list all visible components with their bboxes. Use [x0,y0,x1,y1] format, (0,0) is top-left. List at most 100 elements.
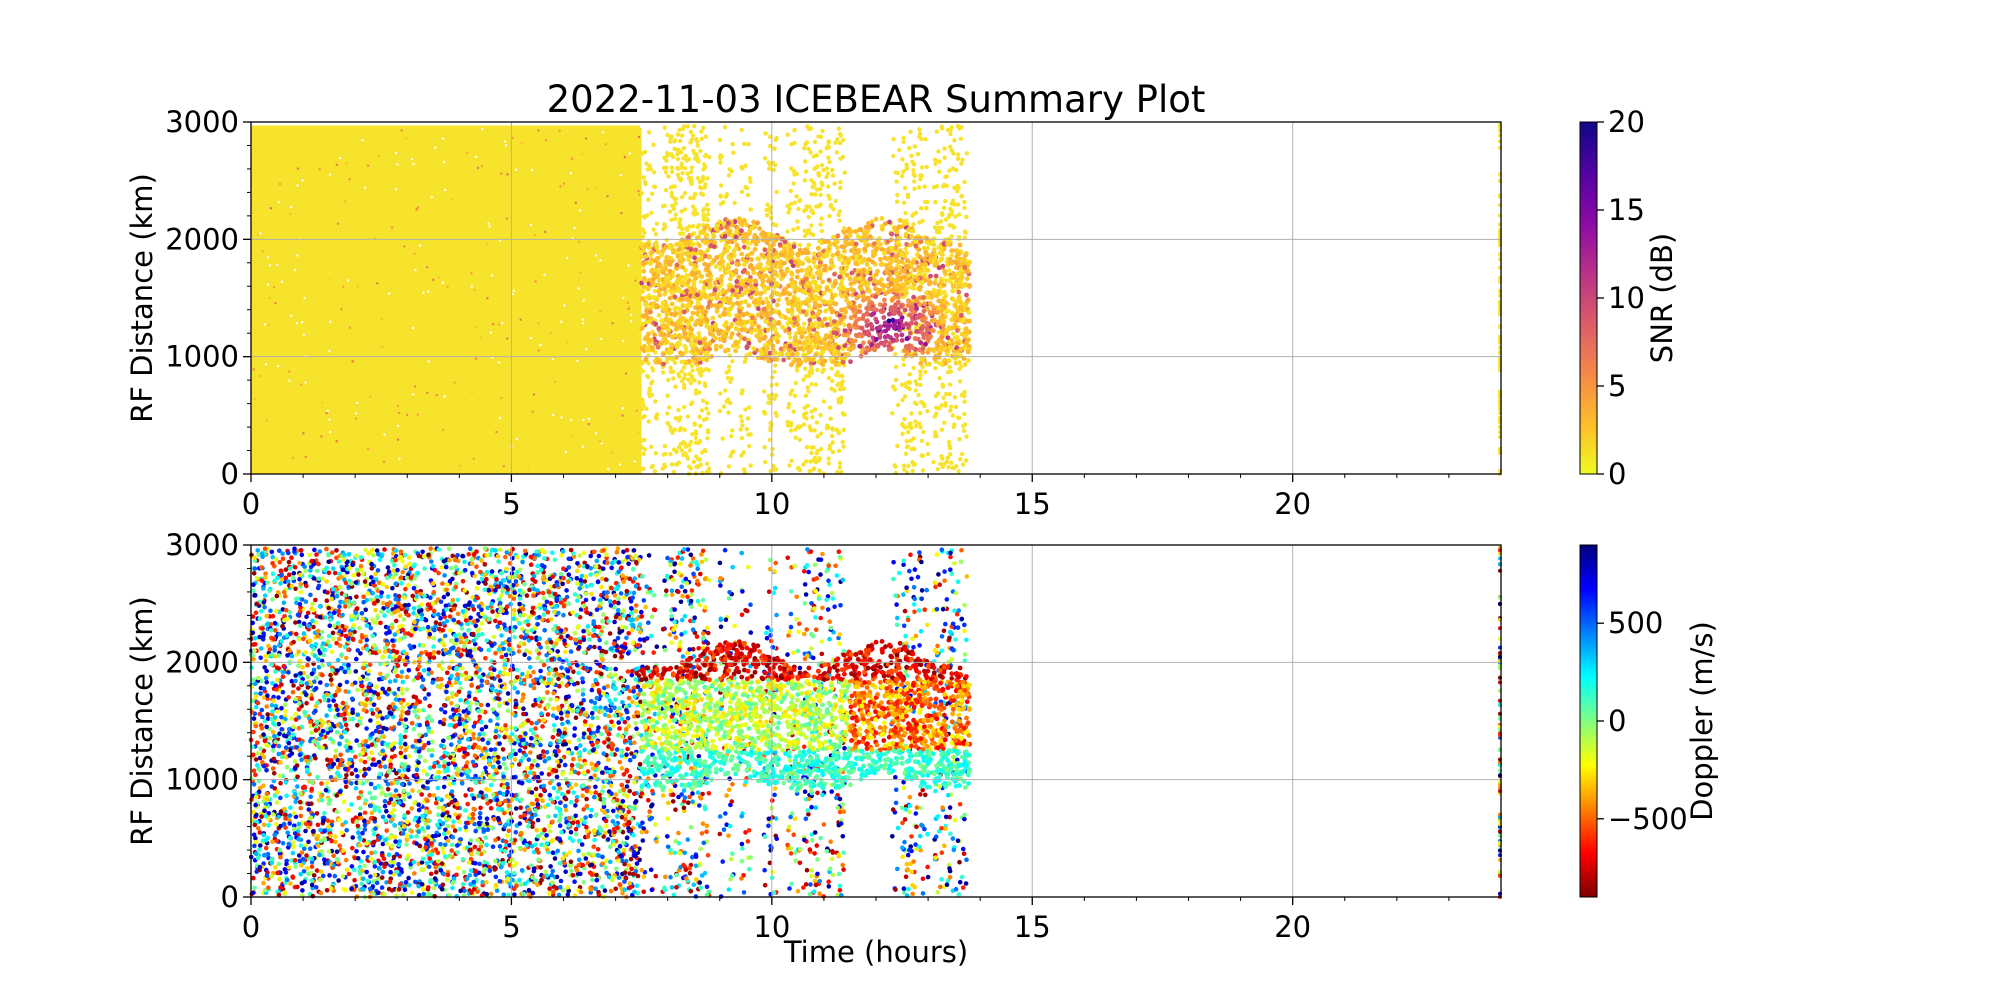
snr-point [683,444,688,449]
doppler-point [355,774,360,779]
snr-point [466,151,469,154]
snr-point [733,268,739,273]
snr-point [688,380,693,386]
snr-point [960,270,965,276]
snr-point [950,275,956,281]
snr-point [760,277,766,283]
snr-point [820,349,826,355]
snr-point [865,242,871,248]
snr-point [904,290,909,296]
snr-point [890,288,896,293]
snr-point [713,322,718,328]
doppler-point [400,679,406,685]
snr-point [949,253,954,258]
snr-point [935,467,940,472]
snr-point [580,153,584,156]
snr-point [900,157,905,162]
snr-point [903,286,909,292]
snr-point [658,332,664,337]
snr-point [746,141,751,147]
snr-point [470,285,473,288]
snr-point [688,439,694,445]
snr-point [774,309,779,315]
snr-point [916,247,922,253]
snr-point [569,172,572,175]
snr-point [818,340,824,346]
snr-point [683,153,688,159]
snr-point [920,468,926,473]
snr-point [834,150,840,155]
snr-xtick-label: 5 [502,487,520,521]
snr-point [964,434,969,439]
snr-point [939,403,944,408]
snr-point [640,400,645,405]
snr-point [808,126,814,131]
snr-point [774,382,779,387]
snr-point [662,125,667,130]
snr-point [945,241,951,247]
snr-point [825,171,831,176]
snr-point [652,184,658,190]
snr-point [751,266,756,271]
snr-point [822,300,828,305]
snr-point [479,336,482,339]
snr-point [680,296,686,302]
snr-point [895,443,900,449]
snr-point [934,293,940,299]
doppler-point [358,639,363,644]
snr-point [925,268,931,273]
snr-point [957,437,962,442]
snr-point [705,248,710,254]
snr-point [883,339,889,344]
snr-point [650,379,655,384]
snr-point [861,267,867,273]
snr-point [549,331,552,335]
snr-point [726,464,732,469]
snr-point [822,239,828,245]
snr-point [644,406,649,411]
snr-point [551,357,554,361]
snr-point [826,375,832,381]
snr-point [562,182,566,185]
snr-point [938,461,943,467]
snr-point [792,128,797,133]
snr-point [701,417,706,423]
snr-point [897,285,902,291]
snr-point [805,385,810,390]
snr-point [529,223,533,227]
snr-point [328,173,332,176]
snr-point [272,285,276,289]
snr-point [669,343,675,348]
snr-point [853,229,859,234]
snr-point [952,138,957,143]
doppler-point [397,613,403,618]
snr-point [682,207,688,212]
snr-point [804,445,810,450]
snr-point [686,377,691,382]
snr-point [703,309,709,315]
snr-point [641,466,646,471]
snr-point [946,268,952,273]
snr-point [963,329,969,335]
snr-point [802,233,808,239]
snr-point [917,127,922,132]
snr-point [809,382,814,387]
snr-point [943,361,948,366]
snr-point [804,267,809,273]
snr-point [684,158,689,163]
snr-point [678,217,683,222]
snr-point [955,123,961,129]
snr-point [940,263,946,269]
snr-point [441,281,445,284]
snr-point [905,258,910,263]
snr-point [651,170,657,175]
snr-point [935,322,941,327]
snr-point [497,323,500,326]
snr-point [932,225,938,230]
snr-point [890,411,895,416]
snr-point [302,333,306,336]
snr-point [938,315,944,321]
